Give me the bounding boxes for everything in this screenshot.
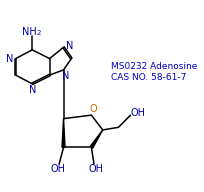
Text: N: N (66, 41, 73, 50)
Text: OH: OH (88, 164, 103, 174)
Text: MS0232 Adenosine: MS0232 Adenosine (111, 62, 197, 71)
Text: O: O (89, 104, 96, 114)
Text: OH: OH (129, 108, 144, 118)
Text: N: N (6, 54, 13, 64)
Text: N: N (29, 85, 37, 95)
Polygon shape (62, 119, 65, 147)
Polygon shape (90, 130, 102, 148)
Text: CAS NO. 58-61-7: CAS NO. 58-61-7 (111, 73, 186, 82)
Text: OH: OH (51, 164, 65, 174)
Text: N: N (61, 71, 69, 81)
Text: NH: NH (22, 27, 37, 37)
Text: 2: 2 (36, 30, 40, 36)
